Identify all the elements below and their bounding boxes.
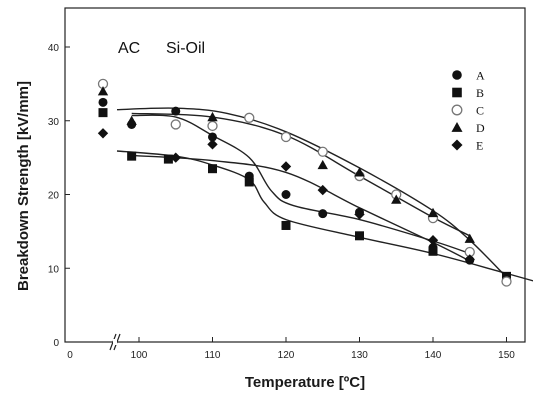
x-tick-label: 120 bbox=[278, 350, 295, 361]
y-tick-label: 30 bbox=[48, 117, 60, 128]
y-tick-label: 0 bbox=[53, 338, 59, 349]
data-point-b bbox=[98, 108, 108, 118]
data-point-b bbox=[244, 177, 254, 187]
data-point-c bbox=[244, 112, 255, 123]
trend-line-a bbox=[131, 114, 471, 255]
data-point-a bbox=[171, 106, 181, 116]
data-point-b bbox=[163, 154, 173, 164]
data-point-e bbox=[97, 128, 109, 139]
legend-label-b: B bbox=[476, 86, 484, 100]
legend-marker-a bbox=[452, 70, 462, 80]
y-tick-label: 40 bbox=[48, 43, 60, 54]
data-point-e bbox=[464, 254, 475, 265]
data-point-c bbox=[317, 146, 328, 157]
x-axis-break-gap bbox=[113, 339, 117, 345]
annotation-ac: AC bbox=[118, 40, 140, 57]
data-point-e bbox=[427, 235, 439, 246]
data-point-e bbox=[317, 184, 328, 196]
data-point-d bbox=[317, 159, 328, 170]
plot-border bbox=[64, 7, 526, 343]
legend-label-e: E bbox=[476, 139, 483, 153]
x-tick-label: 110 bbox=[205, 350, 221, 361]
x-tick-label: 100 bbox=[131, 350, 148, 361]
data-markers bbox=[97, 78, 512, 287]
legend-label-d: D bbox=[476, 121, 485, 135]
x-tick-label-origin: 0 bbox=[67, 350, 73, 361]
trend-line-b bbox=[116, 150, 533, 282]
y-tick-label: 20 bbox=[48, 191, 60, 202]
legend-marker-d bbox=[451, 121, 463, 132]
trend-line-c bbox=[116, 107, 507, 278]
data-point-d bbox=[126, 115, 137, 125]
x-tick-label: 150 bbox=[498, 350, 515, 361]
data-point-d bbox=[207, 111, 218, 122]
data-point-c bbox=[207, 120, 218, 132]
legend-label-c: C bbox=[476, 104, 484, 118]
data-point-c bbox=[501, 276, 512, 287]
data-point-d bbox=[97, 86, 109, 96]
annotation-si-oil: Si-Oil bbox=[166, 40, 205, 57]
data-point-e bbox=[207, 139, 218, 150]
plot-frame bbox=[64, 7, 526, 351]
legend-marker-b bbox=[452, 87, 462, 98]
data-point-b bbox=[502, 271, 511, 281]
data-point-b bbox=[127, 151, 137, 161]
data-point-a bbox=[98, 97, 108, 107]
data-point-d bbox=[354, 167, 365, 177]
data-point-c bbox=[280, 131, 292, 143]
x-tick-label: 140 bbox=[425, 350, 442, 361]
data-point-b bbox=[281, 220, 291, 230]
data-point-d bbox=[391, 194, 402, 204]
data-point-e bbox=[280, 161, 292, 172]
y-axis-title: Breakdown Strength [kV/mm] bbox=[15, 81, 32, 291]
x-axis-title: Temperature [ºC] bbox=[245, 374, 365, 391]
y-tick-label: 10 bbox=[48, 264, 60, 275]
data-point-b bbox=[428, 246, 438, 256]
data-point-a bbox=[318, 209, 328, 219]
data-point-a bbox=[208, 132, 217, 142]
axis-ticks: 1001101201301401501600010203040 bbox=[48, 43, 515, 361]
data-point-b bbox=[208, 164, 217, 174]
legend-marker-e bbox=[451, 139, 463, 151]
data-point-a bbox=[281, 190, 291, 199]
data-point-b bbox=[355, 231, 364, 241]
legend-marker-c bbox=[451, 104, 463, 116]
data-point-e bbox=[170, 152, 181, 163]
legend-label-a: A bbox=[476, 69, 485, 83]
data-point-d bbox=[427, 207, 439, 218]
x-tick-label: 130 bbox=[351, 350, 368, 361]
data-point-d bbox=[464, 233, 475, 243]
data-point-c bbox=[170, 119, 181, 130]
data-point-e bbox=[354, 209, 365, 220]
